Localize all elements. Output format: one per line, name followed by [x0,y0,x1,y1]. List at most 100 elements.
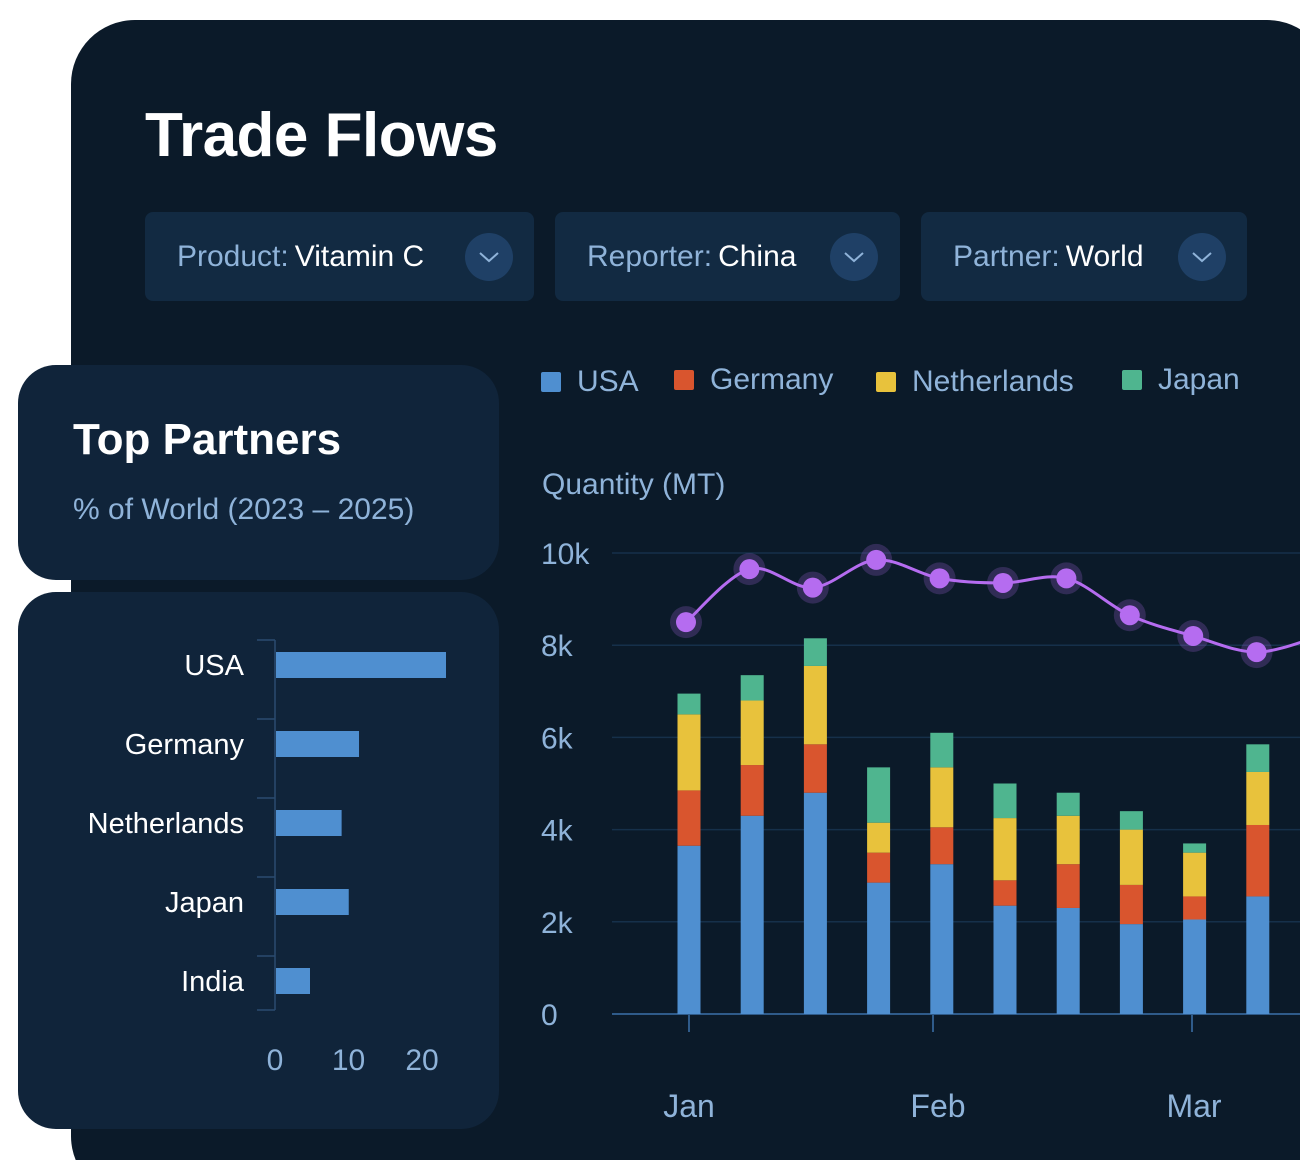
bar-segment-usa [1056,907,1080,1014]
legend-label-netherlands: Netherlands [912,365,1074,398]
reporter-filter-label: Reporter: [587,239,713,273]
y-tick-label: 10k [541,538,590,571]
bar-segment-usa [803,792,827,1014]
top-partners-chart-card: USA Germany Netherlands Japan India 0 10 20 [18,592,499,1129]
legend-item-germany[interactable]: Germany [674,363,833,397]
line-point [676,612,696,633]
category-label: Japan [165,887,244,919]
reporter-filter-value: China [718,239,797,273]
top-partners-title: Top Partners [73,415,342,464]
bar [276,810,342,836]
y-tick-label: 8k [541,630,574,663]
y-tick-label: 0 [541,999,558,1032]
partner-filter[interactable]: Partner: World [921,212,1247,301]
line-point [866,549,887,570]
bar-segment-germany [1119,884,1143,925]
bar-segment-usa [930,864,954,1014]
bar-segment-netherlands [993,818,1017,881]
line-point [739,559,760,580]
top-partners-subtitle: % of World (2023 – 2025) [73,493,415,526]
line-point [802,577,823,598]
bar-segment-germany [1246,824,1270,897]
page-title: Trade Flows [145,101,498,170]
y-tick-label: 2k [541,907,574,940]
reporter-filter[interactable]: Reporter: China [555,212,900,301]
bar-segment-germany [1056,864,1080,908]
line-point [1246,642,1267,663]
y-tick-label: 6k [541,722,574,755]
y-tick-label: 4k [541,815,574,848]
chevron-down-icon[interactable] [830,233,878,281]
legend-swatch-germany [674,370,694,390]
bar-segment-germany [1183,896,1207,920]
bar-segment-japan [867,767,891,823]
bar-segment-japan [1246,744,1270,772]
product-filter-value: Vitamin C [294,239,425,273]
partner-filter-label: Partner: [953,239,1060,273]
legend-item-netherlands[interactable]: Netherlands [876,365,1074,399]
category-label: USA [184,650,244,682]
bar-segment-germany [993,880,1017,906]
bar-segment-netherlands [930,767,954,828]
bar-segment-netherlands [803,665,827,745]
y-axis-title: Quantity (MT) [542,468,726,501]
category-label: Netherlands [88,808,244,840]
bar-segment-usa [740,815,764,1014]
legend-swatch-japan [1122,370,1142,390]
bar [276,889,349,915]
bar-segment-netherlands [1119,829,1143,885]
x-tick-label: 0 [267,1044,284,1077]
bar-segment-netherlands [677,714,701,791]
bar-segment-netherlands [740,700,764,766]
x-tick-label: Feb [910,1088,965,1124]
bar-segment-netherlands [1246,771,1270,825]
bar-segment-germany [867,852,891,883]
legend-item-japan[interactable]: Japan [1122,363,1240,397]
bar-segment-japan [1183,843,1207,853]
top-partners-bar-chart: USA Germany Netherlands Japan India 0 10 20 [88,639,446,1077]
product-filter[interactable]: Product: Vitamin C [145,212,534,301]
bar-segment-usa [1246,896,1270,1014]
bar-segment-netherlands [1183,852,1207,897]
x-tick-label: 10 [332,1044,365,1077]
bar-segment-usa [1119,924,1143,1014]
bar-segment-netherlands [867,822,891,853]
bar-segment-usa [677,845,701,1014]
line-point [1056,568,1077,589]
chevron-down-icon[interactable] [465,233,513,281]
bar [276,652,446,678]
bar-segment-netherlands [1056,815,1080,865]
partner-filter-value: World [1065,239,1144,273]
chevron-down-icon[interactable] [1178,233,1226,281]
line-point [993,572,1013,593]
legend-label-japan: Japan [1158,363,1240,396]
category-label: Germany [125,729,245,761]
bar-segment-germany [677,790,701,846]
line-point [929,568,950,589]
x-tick-label: Mar [1166,1088,1221,1124]
product-filter-label: Product: [177,239,289,273]
legend-swatch-netherlands [876,372,896,392]
legend-label-germany: Germany [710,363,834,396]
bar-segment-germany [803,744,827,793]
bar-segment-germany [930,827,954,865]
top-partners-header: Top Partners % of World (2023 – 2025) [18,365,499,580]
bar-segment-japan [993,783,1017,819]
legend-swatch-usa [541,372,561,392]
x-tick-label: 20 [405,1044,438,1077]
bar-segment-japan [930,732,954,768]
bar-segment-usa [867,882,891,1014]
bar-segment-japan [1056,792,1080,816]
bar [276,731,360,757]
legend-label-usa: USA [577,365,639,398]
bar-segment-japan [803,638,827,666]
bar-segment-usa [1183,919,1207,1014]
bar [276,968,310,994]
bar-segment-usa [993,905,1017,1014]
x-tick-label: Jan [663,1088,715,1124]
line-point [1119,605,1140,626]
bar-segment-germany [740,765,764,816]
bar-segment-japan [1119,811,1143,830]
legend-item-usa[interactable]: USA [541,365,639,399]
